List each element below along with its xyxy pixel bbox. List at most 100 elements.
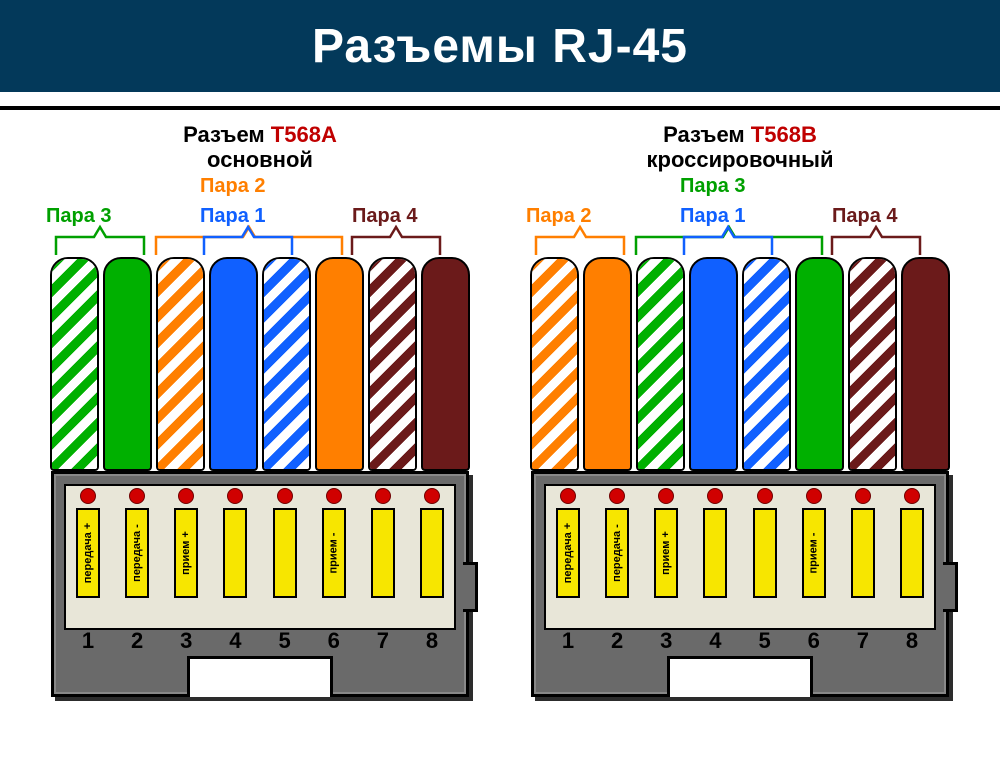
rj45-connector: передача +1передача -2прием +345прием -6…	[531, 471, 949, 697]
pin-row: передача +1передача -2прием +345прием -6…	[68, 488, 452, 598]
pin-number: 2	[131, 628, 143, 654]
connector-body: передача +1передача -2прием +345прием -6…	[51, 471, 469, 697]
pin-column: 5	[265, 488, 305, 598]
pin-number: 8	[906, 628, 918, 654]
wire	[848, 257, 897, 471]
pin-number: 1	[82, 628, 94, 654]
pin-signal-label: прием -	[328, 532, 340, 573]
contact-dot	[855, 488, 871, 504]
contact-dot	[806, 488, 822, 504]
wire	[156, 257, 205, 471]
pin-signal-label: передача -	[131, 524, 143, 582]
pin	[223, 508, 247, 598]
pair-label: Пара 1	[200, 205, 266, 228]
wire	[50, 257, 99, 471]
wire	[795, 257, 844, 471]
standard-name: T568B	[751, 122, 817, 147]
pin-column: прием -6	[794, 488, 834, 598]
pair-labels: Пара 3 Пара 2 Пара 1 Пара 4	[40, 175, 480, 235]
diagram-subtitle: Разъем T568Bкроссировочный	[520, 122, 960, 173]
pin-column: передача +1	[548, 488, 588, 598]
pin: прием +	[654, 508, 678, 598]
wire	[421, 257, 470, 471]
pin: прием +	[174, 508, 198, 598]
pin-column: передача -2	[597, 488, 637, 598]
pair-label: Пара 2	[200, 175, 266, 198]
wire	[103, 257, 152, 471]
contact-dot	[80, 488, 96, 504]
pair-label: Пара 3	[46, 205, 112, 228]
pair-label: Пара 4	[352, 205, 418, 228]
contact-dot	[904, 488, 920, 504]
pin-signal-label: прием +	[180, 531, 192, 575]
pair-bracket	[684, 227, 772, 249]
pin-number: 6	[328, 628, 340, 654]
wire	[368, 257, 417, 471]
wire	[742, 257, 791, 471]
contact-dot	[757, 488, 773, 504]
contact-dot	[609, 488, 625, 504]
pin-column: 7	[843, 488, 883, 598]
contact-dot	[707, 488, 723, 504]
pin-number: 7	[377, 628, 389, 654]
pair-label: Пара 3	[680, 175, 746, 198]
pin	[703, 508, 727, 598]
connector-notch	[187, 656, 333, 697]
title-banner: Разъемы RJ-45	[0, 0, 1000, 92]
subtitle-line: кроссировочный	[520, 147, 960, 172]
contact-dot	[178, 488, 194, 504]
wire	[636, 257, 685, 471]
pin-column: 8	[412, 488, 452, 598]
wire-row	[40, 257, 480, 471]
pin-column: 5	[745, 488, 785, 598]
rj45-connector: передача +1передача -2прием +345прием -6…	[51, 471, 469, 697]
pair-bracket	[536, 227, 624, 249]
pin-column: 8	[892, 488, 932, 598]
wire	[583, 257, 632, 471]
pair-bracket	[832, 227, 920, 249]
pin-number: 5	[758, 628, 770, 654]
pin-number: 8	[426, 628, 438, 654]
pair-label: Пара 4	[832, 205, 898, 228]
pair-bracket	[204, 227, 292, 249]
pair-labels: Пара 2Пара 3Пара 1Пара 4	[520, 175, 960, 235]
connector-clip	[943, 562, 958, 612]
pin-signal-label: прием +	[660, 531, 672, 575]
contact-dot	[424, 488, 440, 504]
pin-column: прием +3	[646, 488, 686, 598]
pin-signal-label: передача -	[611, 524, 623, 582]
diagrams-row: Разъем T568AосновнойПара 3Пара 2Пара 1Па…	[0, 116, 1000, 697]
contact-dot	[326, 488, 342, 504]
wire	[315, 257, 364, 471]
pin-number: 6	[808, 628, 820, 654]
pin-column: передача -2	[117, 488, 157, 598]
wire	[901, 257, 950, 471]
pin	[371, 508, 395, 598]
wire	[530, 257, 579, 471]
pin-number: 7	[857, 628, 869, 654]
pin-signal-label: передача +	[82, 522, 94, 582]
pin-column: передача +1	[68, 488, 108, 598]
contact-dot	[129, 488, 145, 504]
pin: передача -	[125, 508, 149, 598]
connector-body: передача +1передача -2прием +345прием -6…	[531, 471, 949, 697]
wire	[689, 257, 738, 471]
pair-bracket	[352, 227, 440, 249]
contact-dot	[560, 488, 576, 504]
pair-label: Пара 2	[526, 205, 592, 228]
diagram-subtitle: Разъем T568Aосновной	[40, 122, 480, 173]
contact-dot	[375, 488, 391, 504]
title-prefix: Разъем	[663, 122, 751, 147]
subtitle-line: основной	[40, 147, 480, 172]
divider	[0, 106, 1000, 110]
pin: передача +	[556, 508, 580, 598]
pin: передача +	[76, 508, 100, 598]
pin-number: 3	[660, 628, 672, 654]
pin	[753, 508, 777, 598]
standard-name: T568A	[271, 122, 337, 147]
contact-dot	[277, 488, 293, 504]
diagram-t568a: Разъем T568AосновнойПара 3Пара 2Пара 1Па…	[40, 116, 480, 697]
wire	[209, 257, 258, 471]
diagram-t568b: Разъем T568Bкроссировочный Пара 2 Пара 3 Па…	[520, 116, 960, 697]
pin-number: 5	[278, 628, 290, 654]
